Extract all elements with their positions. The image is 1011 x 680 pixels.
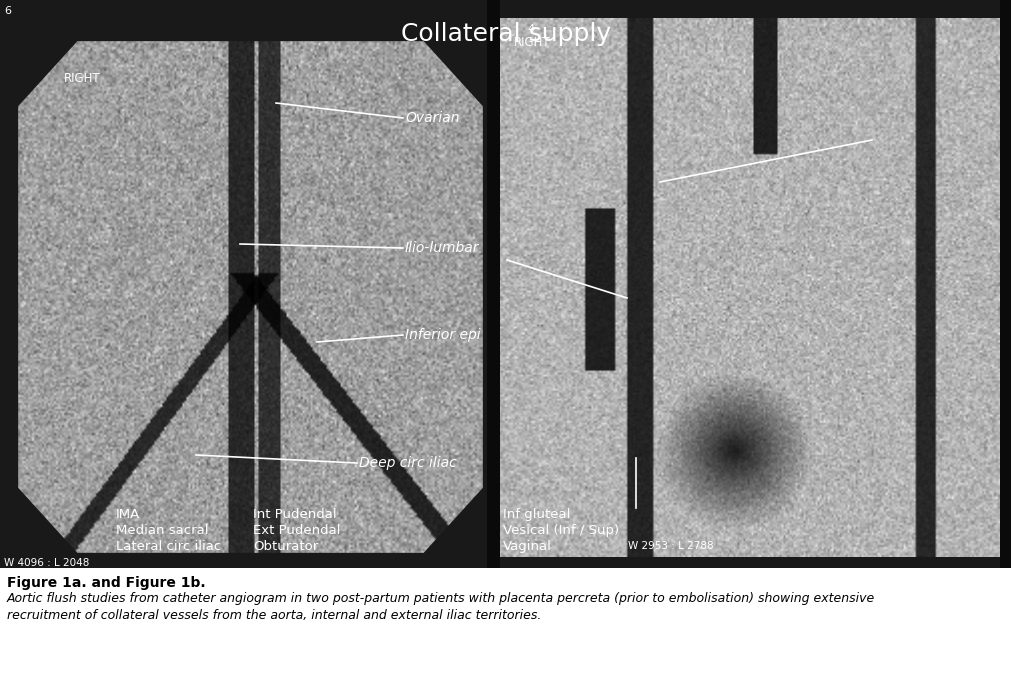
Text: 4: 4 [527,24,534,34]
Text: W 4096 : L 2048: W 4096 : L 2048 [4,558,89,568]
Text: Deep circ iliac: Deep circ iliac [359,456,456,470]
Text: Inf gluteal: Inf gluteal [502,508,570,521]
Bar [0,568,1011,680]
Text: Obturator: Obturator [253,540,317,553]
Text: Vesical (Inf / Sup): Vesical (Inf / Sup) [502,524,619,537]
Text: IMA: IMA [116,508,141,521]
Bar [486,0,499,568]
Text: RIGHT: RIGHT [64,72,100,85]
Text: Aortic flush studies from catheter angiogram in two post-partum patients with pl: Aortic flush studies from catheter angio… [7,592,875,622]
Text: Median sacral: Median sacral [116,524,208,537]
Text: Collateral supply: Collateral supply [400,22,611,46]
Text: Vaginal: Vaginal [502,540,551,553]
Bar [999,0,1011,568]
Text: Ovarian: Ovarian [404,111,459,125]
Text: Int Pudendal: Int Pudendal [253,508,337,521]
Text: Ilio-lumbar: Ilio-lumbar [404,241,479,255]
Text: 6: 6 [4,6,11,16]
Text: Ext Pudendal: Ext Pudendal [253,524,340,537]
Text: Inferior epi: Inferior epi [404,328,480,342]
Text: RIGHT: RIGHT [514,36,550,49]
Text: W 2953 : L 2788: W 2953 : L 2788 [628,541,713,551]
Text: Figure 1a. and Figure 1b.: Figure 1a. and Figure 1b. [7,576,205,590]
Text: Lateral circ iliac: Lateral circ iliac [116,540,221,553]
